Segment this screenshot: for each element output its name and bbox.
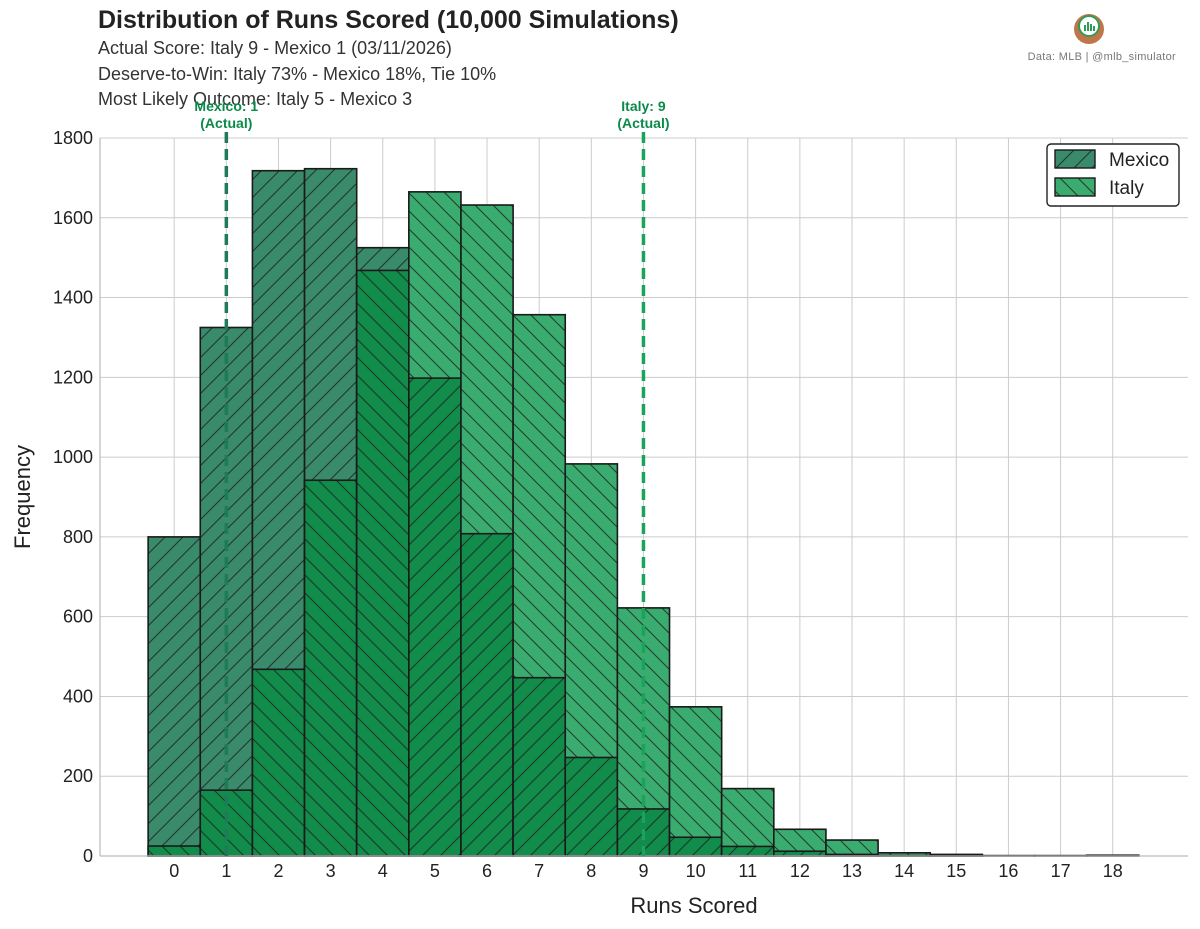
legend-label: Mexico (1109, 150, 1169, 171)
mexico-bar-outline (773, 850, 827, 857)
actual-marker-label: Mexico: 1 (194, 98, 258, 114)
y-tick-label: 200 (63, 766, 93, 786)
y-tick-label: 1400 (53, 288, 93, 308)
x-tick-label: 7 (534, 861, 544, 881)
x-tick-label: 5 (430, 861, 440, 881)
x-tick-label: 8 (586, 861, 596, 881)
mexico-bar-outline (512, 676, 567, 857)
y-tick-label: 1800 (53, 128, 93, 148)
legend-label: Italy (1109, 178, 1144, 199)
x-tick-label: 13 (842, 861, 862, 881)
legend-swatch-outline (1054, 177, 1096, 197)
y-axis-title: Frequency (10, 445, 35, 549)
x-tick-label: 12 (790, 861, 810, 881)
actual-marker-sublabel: (Actual) (617, 115, 669, 131)
y-tick-label: 0 (83, 846, 93, 866)
actual-marker-label: Italy: 9 (621, 98, 666, 114)
x-tick-label: 0 (169, 861, 179, 881)
mexico-bar-outline (460, 532, 514, 857)
italy-bar-outline (668, 706, 723, 857)
italy-bar-outline (303, 479, 358, 857)
y-tick-label: 1200 (53, 367, 93, 387)
deserve-to-win-subtitle: Deserve-to-Win: Italy 73% - Mexico 18%, … (98, 64, 497, 84)
x-tick-label: 4 (378, 861, 388, 881)
actual-marker-sublabel: (Actual) (200, 115, 252, 131)
most-likely-subtitle: Most Likely Outcome: Italy 5 - Mexico 3 (98, 89, 413, 109)
x-tick-label: 2 (273, 861, 283, 881)
x-tick-label: 3 (326, 861, 336, 881)
x-tick-label: 14 (894, 861, 914, 881)
italy-bar-outline (147, 845, 202, 857)
data-credit: Data: MLB | @mlb_simulator (1027, 51, 1176, 63)
mexico-bar-outline (147, 536, 202, 857)
x-tick-label: 6 (482, 861, 492, 881)
mexico-bar-outline (408, 377, 462, 857)
x-axis-title: Runs Scored (630, 893, 757, 918)
x-tick-label: 9 (638, 861, 648, 881)
actual-score-subtitle: Actual Score: Italy 9 - Mexico 1 (03/11/… (98, 38, 452, 58)
italy-bar-outline (251, 668, 306, 857)
x-tick-label: 15 (946, 861, 966, 881)
x-tick-label: 10 (686, 861, 706, 881)
y-tick-label: 800 (63, 527, 93, 547)
y-tick-label: 400 (63, 686, 93, 706)
y-tick-label: 600 (63, 607, 93, 627)
mexico-bar-outline (564, 756, 619, 857)
italy-bar-outline (355, 269, 410, 857)
mexico-bar-outline (720, 845, 775, 857)
x-tick-label: 16 (998, 861, 1018, 881)
y-tick-label: 1000 (53, 447, 93, 467)
mlb-simulator-logo-icon (1074, 14, 1104, 44)
x-tick-label: 11 (738, 861, 757, 881)
legend-swatch-outline (1054, 149, 1096, 169)
x-tick-label: 18 (1103, 861, 1123, 881)
mexico-bar-outline (668, 836, 723, 857)
chart-title: Distribution of Runs Scored (10,000 Simu… (98, 6, 679, 34)
y-tick-label: 1600 (53, 208, 93, 228)
x-tick-label: 1 (221, 861, 231, 881)
x-tick-label: 17 (1051, 861, 1071, 881)
